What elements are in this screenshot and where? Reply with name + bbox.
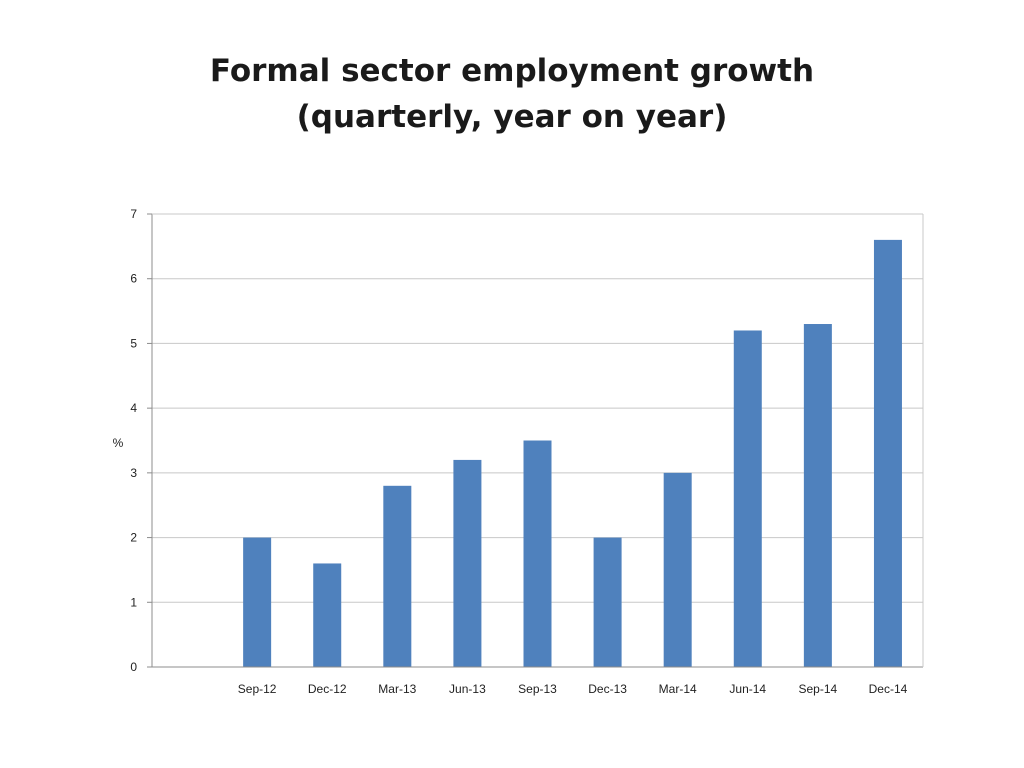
y-tick-labels: 0 1 2 3 4 5 6 7 [130, 207, 137, 674]
bar [383, 485, 412, 667]
chart-title-line-1: Formal sector employment growth [209, 53, 815, 89]
chart-title-line-2: (quarterly, year on year) [296, 99, 728, 135]
y-axis-label: % [113, 436, 124, 450]
axes [147, 213, 924, 668]
bar [733, 330, 762, 667]
bar [873, 239, 902, 667]
bar [593, 537, 622, 667]
y-tick-label: 7 [130, 207, 137, 221]
bar-series [243, 239, 902, 667]
bar [803, 324, 832, 667]
x-tick-label: Dec-14 [869, 682, 908, 696]
bar [243, 537, 272, 667]
chart-title: Formal sector employment growth (quarter… [0, 48, 1024, 140]
y-tick-label: 4 [130, 401, 137, 415]
bar [453, 459, 482, 667]
x-tick-label: Mar-13 [378, 682, 416, 696]
x-tick-label: Sep-14 [799, 682, 838, 696]
y-tick-label: 6 [130, 272, 137, 286]
x-tick-labels: Sep-12 Dec-12 Mar-13 Jun-13 Sep-13 Dec-13 Mar-… [238, 682, 908, 696]
x-tick-label: Sep-12 [238, 682, 277, 696]
y-tick-label: 5 [130, 336, 137, 350]
y-tick-label: 0 [130, 660, 137, 674]
x-tick-label: Sep-13 [518, 682, 557, 696]
y-tick-label: 1 [130, 595, 137, 609]
y-tick-label: 2 [130, 531, 137, 545]
y-tick-label: 3 [130, 466, 137, 480]
x-tick-label: Dec-12 [308, 682, 347, 696]
x-tick-label: Mar-14 [659, 682, 697, 696]
bar [523, 440, 552, 667]
x-tick-label: Dec-13 [588, 682, 627, 696]
x-tick-label: Jun-14 [729, 682, 766, 696]
bar [313, 563, 342, 667]
bar [663, 472, 692, 667]
x-tick-label: Jun-13 [449, 682, 486, 696]
